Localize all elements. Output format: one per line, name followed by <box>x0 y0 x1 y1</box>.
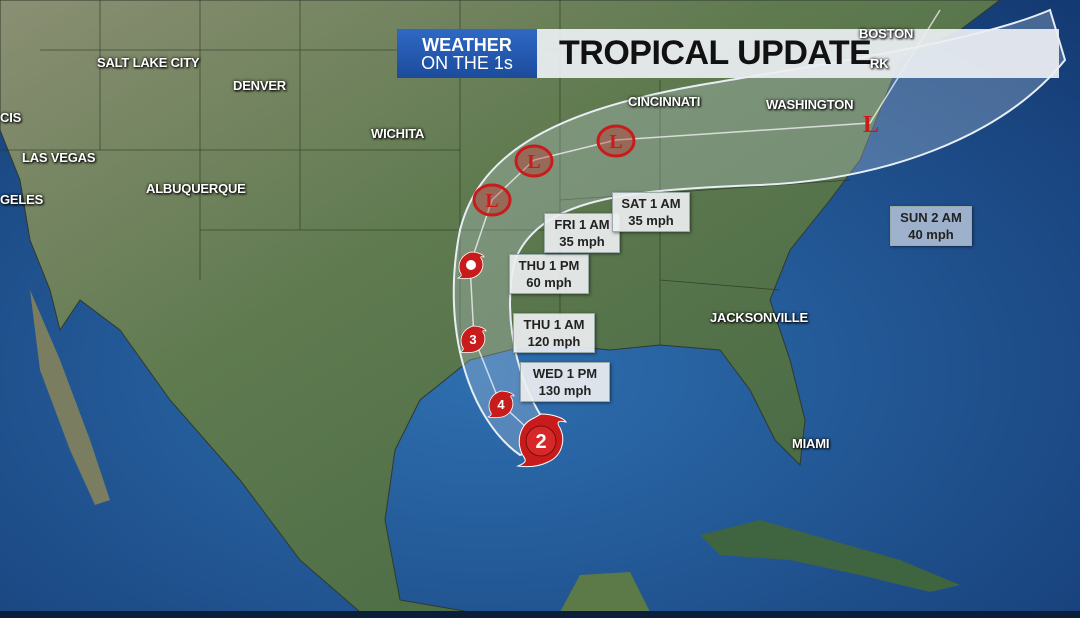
brand-line2: ON THE 1s <box>421 52 513 73</box>
city-label: WASHINGTON <box>766 97 854 112</box>
city-label: SALT LAKE CITY <box>97 55 200 70</box>
low-pressure-icon: L <box>863 112 879 138</box>
brand-line1: WEATHER <box>422 34 512 55</box>
state-borders <box>0 0 851 350</box>
track-line <box>469 9 941 441</box>
bottom-bar <box>0 611 1080 618</box>
forecast-wind: 130 mph <box>538 383 592 398</box>
page-title: TROPICAL UPDATE <box>537 29 1059 78</box>
cuba-island <box>700 520 960 592</box>
city-label: JACKSONVILLE <box>710 310 809 325</box>
forecast-wind: 35 mph <box>628 213 674 228</box>
city-label: BOSTON <box>859 26 914 41</box>
forecast-wind: 120 mph <box>527 334 581 349</box>
forecast-box: THU 1 AM 120 mph <box>513 313 595 353</box>
forecast-time: THU 1 PM <box>518 258 580 273</box>
low-label: L <box>609 131 622 153</box>
hurricane-icon: 4 <box>486 390 515 419</box>
low-label: L <box>485 190 498 212</box>
city-label: CINCINNATI <box>628 94 701 109</box>
forecast-wind: 60 mph <box>526 275 572 290</box>
low-pressure-icon: L <box>472 183 512 217</box>
forecast-box: THU 1 PM 60 mph <box>509 254 589 294</box>
baja-peninsula <box>30 290 110 505</box>
forecast-time: FRI 1 AM <box>554 217 610 232</box>
hurricane-icon: 3 <box>458 325 487 354</box>
city-label: LAS VEGAS <box>22 150 96 165</box>
low-pressure-icon: L <box>596 124 636 158</box>
city-label: DENVER <box>233 78 286 93</box>
forecast-box: FRI 1 AM 35 mph <box>544 213 620 253</box>
forecast-box: WED 1 PM 130 mph <box>520 362 610 402</box>
city-label: GELES <box>0 192 44 207</box>
forecast-time: SAT 1 AM <box>621 196 681 211</box>
low-label: L <box>863 112 879 138</box>
forecast-wind: 40 mph <box>908 227 954 242</box>
tropical-storm-icon <box>456 251 485 280</box>
forecast-time: WED 1 PM <box>532 366 598 381</box>
city-label: CIS <box>0 110 22 125</box>
station-logo: WEATHER ON THE 1s <box>397 29 537 78</box>
forecast-time: SUN 2 AM <box>900 210 962 225</box>
north-america-land <box>0 0 1001 613</box>
low-label: L <box>527 151 540 173</box>
storm-category: 2 <box>535 431 546 453</box>
forecast-box: SAT 1 AM 35 mph <box>612 192 690 232</box>
storm-category: 3 <box>469 332 476 347</box>
city-label: MIAMI <box>792 436 830 451</box>
city-label: ALBUQUERQUE <box>146 181 246 196</box>
forecast-wind: 35 mph <box>559 234 605 249</box>
hurricane-icon: 2 <box>516 413 567 468</box>
storm-category: 4 <box>497 397 505 412</box>
city-label: WICHITA <box>371 126 425 141</box>
forecast-box: SUN 2 AM 40 mph <box>890 206 972 246</box>
forecast-cone <box>452 8 1067 457</box>
yucatan-land <box>560 572 650 612</box>
title-banner: WEATHER ON THE 1s TROPICAL UPDATE <box>397 29 1059 78</box>
forecast-time: THU 1 AM <box>523 317 585 332</box>
city-label: RK <box>870 56 889 71</box>
low-pressure-icon: L <box>514 144 554 178</box>
